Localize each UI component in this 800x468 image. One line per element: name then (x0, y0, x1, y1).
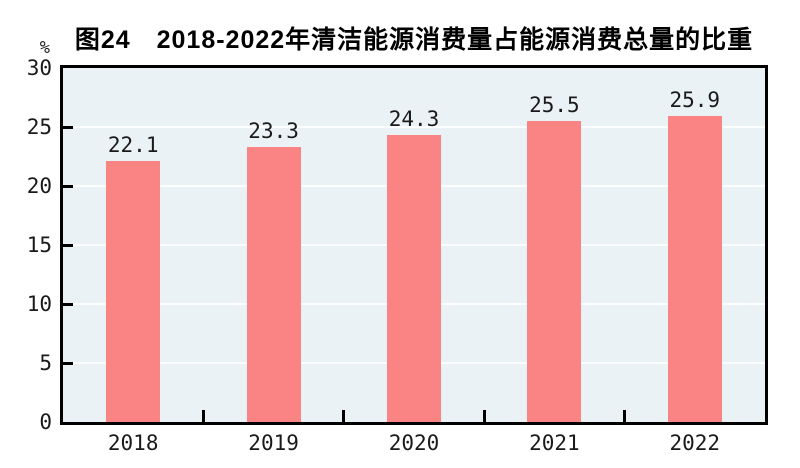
bar-value-label-2020: 24.3 (388, 107, 440, 132)
x-axis-label-2018: 2018 (107, 431, 159, 455)
y-axis-tick-10 (63, 302, 73, 306)
y-axis-label-0: 0 (39, 410, 52, 434)
bar-value-label-2018: 22.1 (107, 133, 159, 158)
x-axis-label-2021: 2021 (529, 431, 580, 455)
gridline-25 (63, 126, 765, 128)
chart-title: 图24 2018-2022年清洁能源消费量占能源消费总量的比重 (74, 26, 754, 54)
x-axis-tick-3 (482, 410, 486, 422)
x-axis-tick-2 (342, 410, 346, 422)
bar-value-label-2021: 25.5 (529, 93, 580, 118)
y-axis-label-10: 10 (26, 292, 52, 316)
y-axis-label-15: 15 (26, 233, 52, 257)
y-axis-label-25: 25 (26, 115, 52, 139)
x-axis-tick-1 (201, 410, 205, 422)
bar-2022 (667, 116, 722, 422)
bar-2019 (246, 147, 301, 422)
y-axis-label-30: 30 (26, 56, 52, 80)
bar-value-label-2019: 23.3 (248, 119, 299, 144)
x-axis-label-2022: 2022 (669, 431, 721, 455)
bar-2020 (387, 135, 441, 422)
x-axis-label-2019: 2019 (248, 431, 299, 455)
plot-area: 22.1 23.3 24.3 25.5 25.9 (63, 68, 765, 422)
y-axis-tick-5 (63, 361, 73, 365)
x-axis-tick-4 (623, 410, 627, 422)
y-axis-label-5: 5 (39, 351, 52, 375)
x-axis-label-2020: 2020 (388, 431, 440, 455)
y-axis-label-20: 20 (26, 174, 52, 198)
y-axis-tick-15 (63, 243, 73, 247)
bar-value-label-2022: 25.9 (669, 88, 721, 113)
bar-2021 (527, 121, 582, 422)
y-axis-tick-20 (63, 184, 73, 188)
bar-2018 (106, 161, 161, 422)
y-axis-tick-25 (63, 125, 73, 129)
y-axis-unit-label: % (39, 38, 50, 58)
